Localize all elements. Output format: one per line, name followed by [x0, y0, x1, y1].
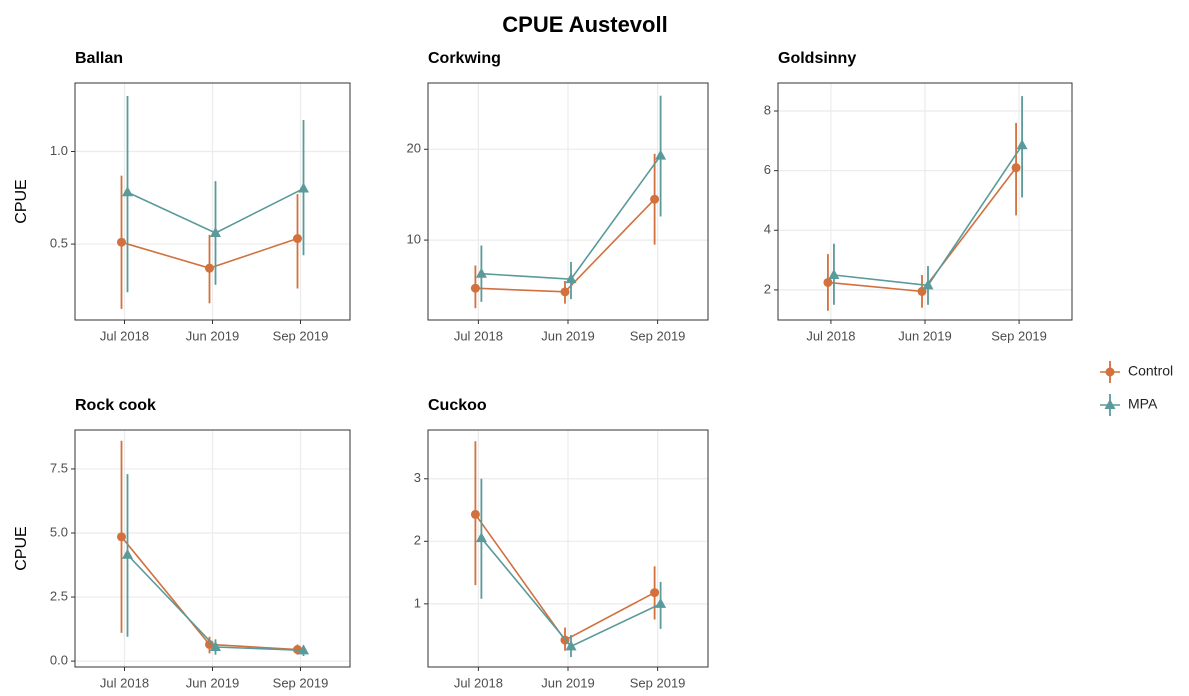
data-point [470, 283, 480, 293]
x-tick-label: Sep 2019 [991, 328, 1047, 343]
legend-label: Control [1128, 363, 1173, 379]
data-point [470, 509, 480, 519]
figure-title: CPUE Austevoll [502, 12, 667, 37]
data-point [650, 194, 660, 204]
x-tick-label: Jul 2018 [454, 675, 503, 690]
x-tick-label: Sep 2019 [273, 328, 329, 343]
panel-title: Rock cook [75, 397, 156, 414]
y-tick-label: 0.0 [50, 653, 68, 668]
y-tick-label: 8 [764, 102, 771, 117]
x-tick-label: Jun 2019 [541, 328, 595, 343]
data-point [117, 237, 126, 247]
data-point [823, 277, 833, 287]
data-point [210, 226, 221, 237]
data-point [650, 588, 660, 598]
data-point [205, 263, 214, 273]
legend-marker [1105, 367, 1115, 377]
x-tick-label: Sep 2019 [630, 328, 686, 343]
data-point [122, 186, 133, 197]
data-point [117, 532, 126, 542]
y-tick-label: 10 [407, 232, 421, 247]
x-tick-label: Jun 2019 [541, 675, 595, 690]
data-point [565, 640, 577, 651]
data-point [298, 644, 309, 655]
legend-label: MPA [1128, 396, 1158, 412]
x-tick-label: Jun 2019 [898, 328, 952, 343]
panel-title: Cuckoo [428, 397, 487, 414]
y-tick-label: 6 [764, 162, 771, 177]
data-point [298, 182, 309, 193]
x-tick-label: Jul 2018 [100, 675, 149, 690]
legend-marker [1104, 399, 1116, 409]
y-tick-label: 1.0 [50, 143, 68, 158]
y-tick-label: 2 [764, 281, 771, 296]
y-tick-label: 1 [414, 595, 421, 610]
x-tick-label: Jul 2018 [454, 328, 503, 343]
data-point [1011, 163, 1021, 173]
data-point [1016, 139, 1028, 150]
panel-border [74, 82, 351, 321]
y-tick-label: 3 [414, 470, 421, 485]
data-point [655, 597, 667, 608]
data-point [293, 234, 302, 244]
data-point [922, 279, 934, 290]
data-point [475, 267, 487, 278]
data-point [475, 532, 487, 543]
data-point [560, 287, 570, 297]
y-tick-label: 5.0 [50, 524, 68, 539]
panel-title: Goldsinny [778, 50, 856, 67]
y-tick-label: 0.5 [50, 236, 68, 251]
x-tick-label: Sep 2019 [630, 675, 686, 690]
data-point [210, 641, 221, 652]
x-tick-label: Jun 2019 [186, 328, 240, 343]
y-tick-label: 2 [414, 533, 421, 548]
y-tick-label: 2.5 [50, 588, 68, 603]
panel-border [427, 82, 709, 321]
y-axis-label: CPUE [13, 179, 30, 223]
data-point [655, 149, 667, 160]
panel-border [777, 82, 1073, 321]
data-point [122, 548, 133, 559]
panel-border [427, 429, 709, 668]
panel-title: Ballan [75, 50, 123, 67]
data-point [828, 268, 840, 279]
panel-title: Corkwing [428, 50, 501, 67]
y-tick-label: 7.5 [50, 460, 68, 475]
x-tick-label: Sep 2019 [273, 675, 329, 690]
x-tick-label: Jul 2018 [100, 328, 149, 343]
data-point [565, 273, 577, 284]
y-axis-label: CPUE [13, 526, 30, 570]
y-tick-label: 20 [407, 141, 421, 156]
x-tick-label: Jun 2019 [186, 675, 240, 690]
x-tick-label: Jul 2018 [806, 328, 855, 343]
panel-border [74, 429, 351, 668]
y-tick-label: 4 [764, 222, 771, 237]
